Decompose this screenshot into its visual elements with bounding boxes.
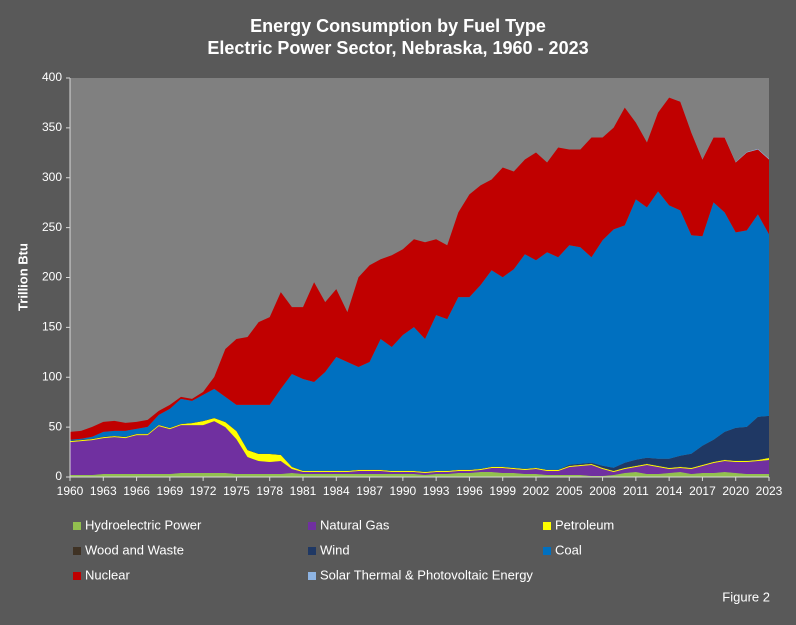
legend-label: Wind (320, 542, 350, 557)
y-tick-label: 300 (42, 170, 62, 184)
legend-label: Petroleum (555, 517, 614, 532)
y-tick-label: 400 (42, 70, 62, 84)
x-tick-label: 2014 (656, 484, 683, 498)
legend-swatch (73, 572, 81, 580)
x-tick-label: 1978 (256, 484, 283, 498)
x-tick-label: 1981 (290, 484, 317, 498)
x-tick-label: 1996 (456, 484, 483, 498)
x-tick-label: 1963 (90, 484, 117, 498)
y-tick-label: 0 (55, 469, 62, 483)
y-tick-label: 50 (49, 419, 63, 433)
legend-swatch (308, 547, 316, 555)
y-tick-label: 150 (42, 320, 62, 334)
x-tick-label: 1972 (190, 484, 217, 498)
x-tick-label: 2005 (556, 484, 583, 498)
x-tick-label: 1969 (157, 484, 184, 498)
legend-swatch (308, 572, 316, 580)
legend-label: Natural Gas (320, 517, 390, 532)
chart-subtitle: Electric Power Sector, Nebraska, 1960 - … (207, 38, 588, 58)
y-tick-label: 100 (42, 369, 62, 383)
x-tick-label: 1966 (123, 484, 150, 498)
x-tick-label: 2011 (623, 484, 649, 498)
legend-swatch (73, 522, 81, 530)
x-tick-label: 1990 (390, 484, 417, 498)
x-tick-label: 1975 (223, 484, 250, 498)
x-tick-label: 2008 (589, 484, 616, 498)
y-tick-label: 200 (42, 270, 62, 284)
x-tick-label: 2020 (722, 484, 749, 498)
y-axis-title: Trillion Btu (15, 243, 30, 311)
legend-label: Nuclear (85, 567, 130, 582)
area (70, 421, 769, 477)
area (70, 97, 769, 440)
legend-label: Coal (555, 542, 582, 557)
legend-label: Solar Thermal & Photovoltaic Energy (320, 567, 533, 582)
x-tick-label: 1999 (489, 484, 516, 498)
x-tick-label: 2017 (689, 484, 716, 498)
y-tick-label: 250 (42, 220, 62, 234)
footnote: Figure 2 (722, 589, 770, 604)
legend-swatch (543, 547, 551, 555)
x-tick-label: 1987 (356, 484, 383, 498)
y-tick-label: 350 (42, 120, 62, 134)
x-tick-label: 1984 (323, 484, 350, 498)
x-tick-label: 1993 (423, 484, 450, 498)
area (70, 191, 769, 472)
legend-label: Hydroelectric Power (85, 517, 202, 532)
legend-swatch (543, 522, 551, 530)
legend-label: Wood and Waste (85, 542, 184, 557)
chart-title: Energy Consumption by Fuel Type (250, 16, 546, 36)
legend-swatch (308, 522, 316, 530)
x-tick-label: 1960 (57, 484, 84, 498)
legend-swatch (73, 547, 81, 555)
x-tick-label: 2002 (523, 484, 550, 498)
x-tick-label: 2023 (756, 484, 783, 498)
